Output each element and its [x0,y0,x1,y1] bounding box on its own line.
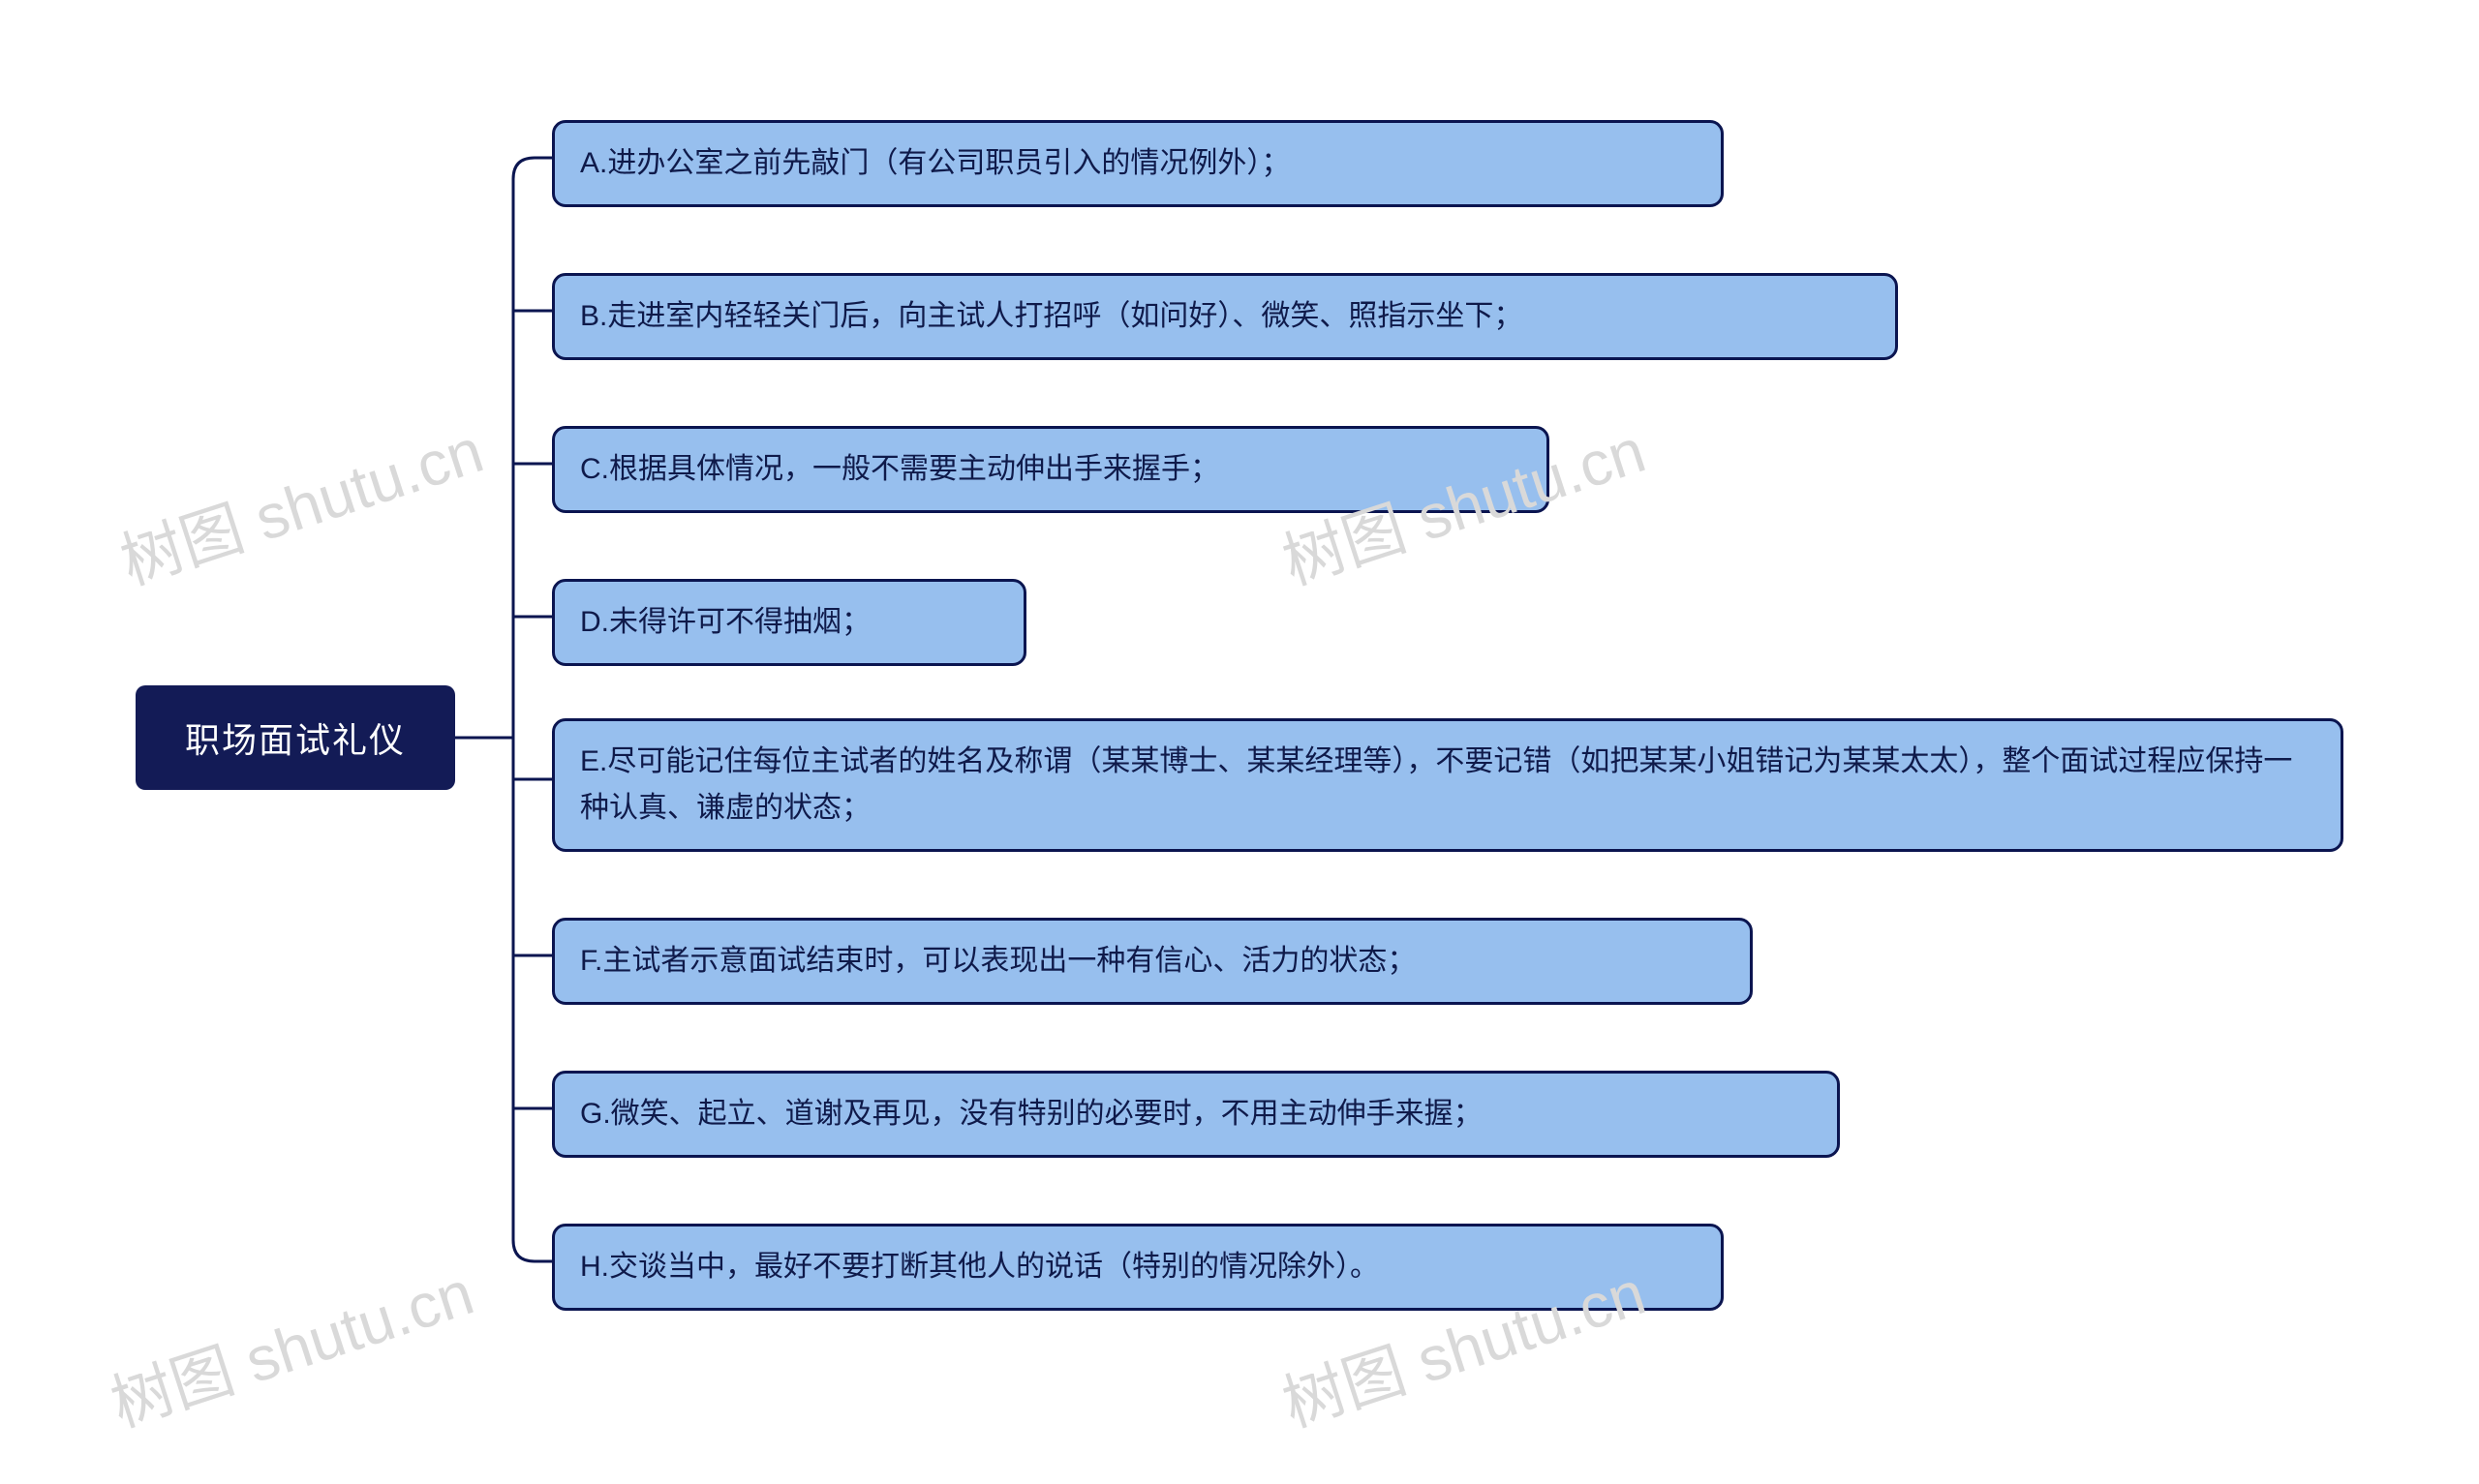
root-node[interactable]: 职场面试礼仪 [136,685,455,790]
child-node-g[interactable]: G.微笑、起立、道谢及再见，没有特别的必要时，不用主动伸手来握； [552,1071,1840,1158]
child-node-h[interactable]: H.交谈当中，最好不要打断其他人的说话（特别的情况除外）。 [552,1224,1724,1311]
watermark: 树图 shutu.cn [99,1244,483,1444]
watermark: 树图 shutu.cn [108,402,493,602]
child-node-e[interactable]: E.尽可能记住每位主试者的姓名及称谓（某某博士、某某经理等），不要记错（如把某某… [552,718,2343,852]
child-node-d[interactable]: D.未得许可不得抽烟； [552,579,1026,666]
child-node-f[interactable]: F.主试者示意面试结束时，可以表现出一种有信心、活力的状态； [552,918,1753,1005]
child-node-c[interactable]: C.根据具体情况，一般不需要主动伸出手来握手； [552,426,1549,513]
child-node-a[interactable]: A.进办公室之前先敲门（有公司职员引入的情况例外）； [552,120,1724,207]
child-node-b[interactable]: B.走进室内轻轻关门后，向主试人打招呼（如问好）、微笑、照指示坐下； [552,273,1898,360]
mindmap-canvas: 职场面试礼仪 A.进办公室之前先敲门（有公司职员引入的情况例外）； B.走进室内轻… [0,0,2479,1484]
